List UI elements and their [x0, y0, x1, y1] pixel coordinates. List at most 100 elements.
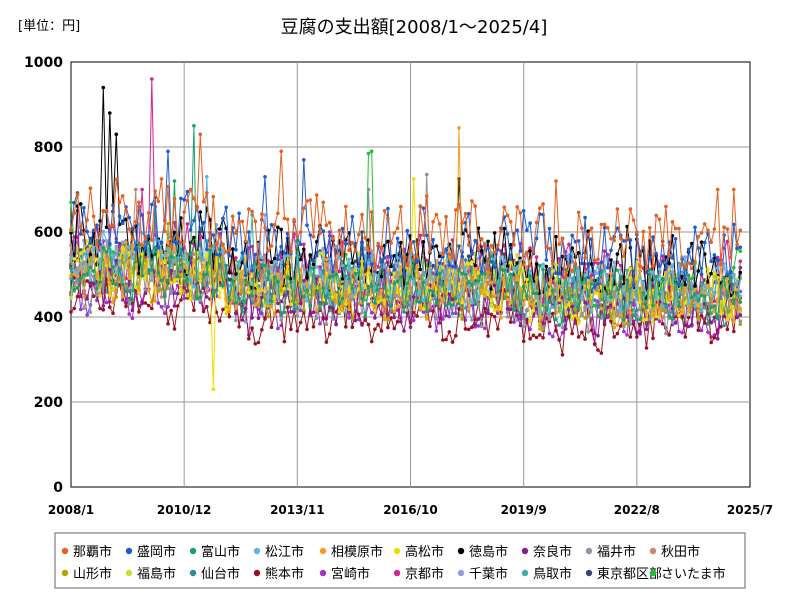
data-point [311, 285, 316, 290]
data-point [208, 248, 212, 253]
data-point [305, 223, 309, 227]
legend-item[interactable]: 富山市 [189, 544, 240, 560]
legend-item[interactable]: 松江市 [253, 544, 304, 560]
data-point [331, 303, 335, 308]
x-tick-label: 2022/8 [614, 503, 660, 517]
legend-item[interactable]: 山形市 [61, 566, 112, 582]
data-point [373, 286, 377, 290]
legend-item[interactable]: 盛岡市 [125, 544, 176, 560]
data-point [318, 251, 322, 255]
data-point [722, 299, 726, 304]
data-point [618, 312, 623, 316]
data-point [192, 218, 196, 223]
data-point [693, 225, 697, 230]
data-point [683, 323, 688, 328]
data-point [428, 249, 432, 254]
data-point [599, 222, 604, 227]
legend-item[interactable]: 宮崎市 [319, 566, 370, 582]
data-point [648, 267, 652, 272]
series-line [70, 134, 741, 277]
legend-item[interactable]: 東京都区部 [585, 566, 662, 582]
data-point [651, 313, 655, 318]
data-point [486, 282, 490, 286]
data-point [518, 310, 523, 315]
legend-item[interactable]: 那覇市 [61, 544, 112, 560]
data-point [230, 247, 235, 251]
data-point [586, 314, 591, 318]
data-point [363, 314, 368, 318]
data-point [376, 265, 381, 269]
data-point [292, 307, 296, 311]
data-point [82, 306, 86, 311]
data-point [576, 269, 581, 274]
data-point [596, 261, 600, 266]
data-point [719, 284, 723, 289]
data-point [357, 312, 361, 317]
legend-item[interactable]: 京都市 [393, 566, 444, 582]
legend-item[interactable]: 鳥取市 [521, 566, 572, 582]
data-point [589, 282, 594, 286]
data-point [350, 240, 355, 245]
data-point [373, 301, 377, 305]
data-point [150, 278, 154, 283]
data-point [576, 306, 581, 310]
legend-item[interactable]: 仙台市 [189, 566, 240, 582]
data-point [205, 191, 209, 195]
data-point [593, 303, 597, 308]
data-point [428, 324, 432, 329]
legend-item[interactable]: さいたま市 [649, 566, 726, 582]
data-point [179, 196, 183, 201]
data-point [318, 277, 322, 282]
data-point [114, 258, 119, 263]
legend-item[interactable]: 秋田市 [649, 544, 700, 560]
data-point [347, 257, 351, 262]
data-point [237, 211, 241, 216]
data-point [211, 387, 216, 392]
data-point [382, 209, 387, 213]
data-point [641, 291, 646, 295]
data-point [628, 322, 633, 327]
data-point [237, 262, 241, 267]
data-point [376, 241, 381, 246]
data-point [450, 255, 455, 260]
data-point [521, 263, 526, 267]
data-point [117, 200, 122, 205]
data-point [444, 337, 448, 342]
data-point [182, 279, 186, 284]
data-point [560, 236, 565, 241]
legend-item[interactable]: 福井市 [585, 544, 636, 560]
data-point [622, 285, 626, 289]
data-point [376, 283, 381, 287]
data-point [547, 331, 552, 336]
data-point [350, 269, 355, 274]
data-point [547, 317, 552, 321]
data-point [457, 202, 461, 207]
data-point [211, 233, 216, 237]
data-point [163, 284, 167, 288]
data-point [418, 299, 423, 304]
data-point [557, 284, 561, 288]
data-point [712, 315, 717, 320]
data-point [88, 252, 93, 257]
data-point [732, 222, 736, 227]
data-point [421, 310, 426, 314]
data-point [457, 268, 461, 273]
legend-item[interactable]: 千葉市 [457, 566, 508, 582]
data-point [260, 328, 264, 332]
legend-item[interactable]: 高松市 [393, 544, 444, 560]
legend-item[interactable]: 相模原市 [319, 544, 383, 560]
data-point [221, 249, 225, 254]
data-point [415, 299, 419, 304]
data-point [363, 236, 368, 240]
data-point [508, 307, 513, 312]
legend-item[interactable]: 熊本市 [253, 566, 304, 582]
data-point [557, 300, 561, 305]
data-point [518, 323, 523, 328]
legend-item[interactable]: 福島市 [125, 566, 176, 582]
data-point [205, 254, 209, 258]
data-point [321, 316, 326, 320]
data-point [195, 296, 199, 301]
legend-item[interactable]: 奈良市 [521, 544, 572, 560]
data-point [376, 295, 381, 299]
legend-item[interactable]: 徳島市 [457, 544, 508, 560]
